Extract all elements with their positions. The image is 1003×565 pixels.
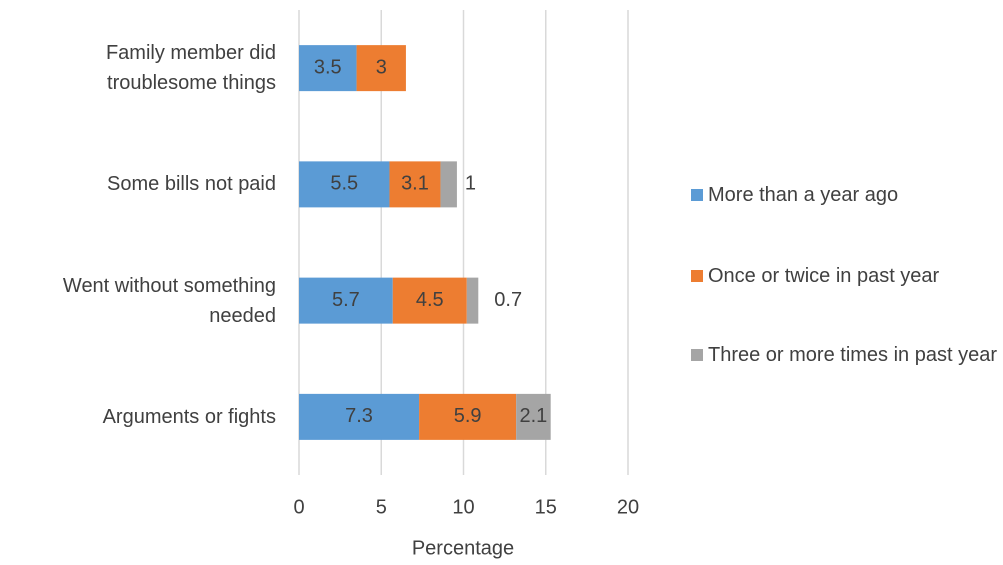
bar-segment [516, 393, 551, 440]
bar-segment [440, 161, 457, 208]
legend-label: Three or more times in past year [708, 344, 997, 366]
x-tick-label: 10 [452, 496, 474, 518]
x-tick-label: 0 [293, 496, 304, 518]
legend-label: Once or twice in past year [708, 265, 940, 287]
bar-segment [389, 161, 441, 208]
bar-segment [356, 45, 406, 92]
x-axis-title: Percentage [412, 537, 514, 559]
bar-segment [466, 277, 479, 324]
y-tick-label: Family member did troublesome things [105, 42, 276, 95]
data-label: 5.5 [330, 173, 358, 195]
y-tick-label: Went without something needed [62, 274, 276, 327]
bar-segment [299, 45, 357, 92]
y-tick-label: Arguments or fights [102, 405, 276, 428]
bar-segment [419, 393, 517, 440]
data-label: 0.7 [494, 289, 522, 311]
data-label: 4.5 [416, 289, 444, 311]
data-label: 1 [465, 173, 476, 195]
data-label: 5.9 [454, 405, 482, 427]
bar-segment [299, 277, 393, 324]
data-label: 5.7 [332, 289, 360, 311]
data-label: 3 [376, 56, 387, 78]
legend-label: More than a year ago [708, 184, 899, 206]
data-label: 7.3 [345, 405, 373, 427]
x-tick-label: 20 [617, 496, 639, 518]
bar-segment [299, 393, 420, 440]
y-tick-label: Some bills not paid [107, 173, 276, 196]
legend-swatch [691, 349, 703, 361]
data-label: 3.5 [314, 56, 342, 78]
data-label: 2.1 [520, 405, 548, 427]
legend-swatch [691, 189, 703, 201]
x-tick-label: 15 [535, 496, 557, 518]
data-label: 3.1 [401, 173, 429, 195]
bar-segment [392, 277, 467, 324]
x-tick-label: 5 [376, 496, 387, 518]
legend-swatch [691, 270, 703, 282]
bar-segment [299, 161, 390, 208]
